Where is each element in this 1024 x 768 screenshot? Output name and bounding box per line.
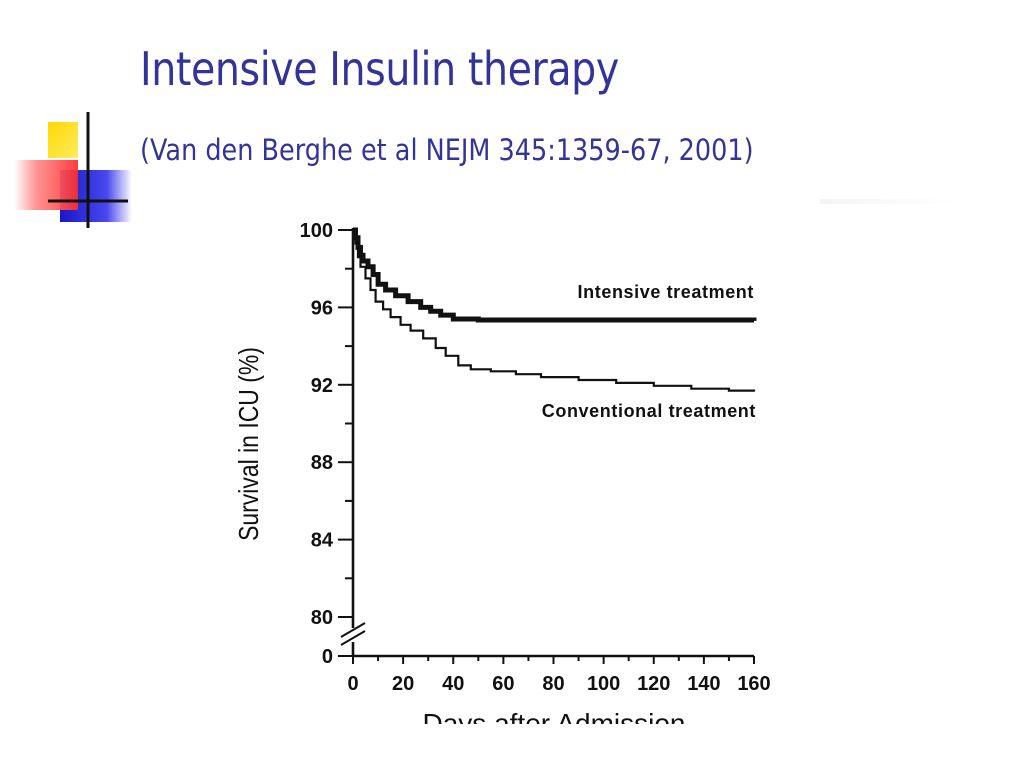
x-axis-title: Days after Admission bbox=[423, 708, 686, 739]
decorative-streak bbox=[820, 199, 960, 204]
x-tick-label: 120 bbox=[637, 673, 670, 695]
series-conventional-curve bbox=[353, 228, 756, 392]
axis-break-mark bbox=[340, 630, 366, 646]
y-axis-ticks: 100 96 92 88 84 80 0 bbox=[300, 220, 353, 668]
x-tick-label: 0 bbox=[347, 673, 358, 695]
axis-break-mark bbox=[340, 622, 366, 638]
series-label-intensive: Intensive treatment bbox=[578, 282, 754, 302]
series-label-conventional: Conventional treatment bbox=[542, 401, 756, 421]
x-tick-label: 60 bbox=[492, 673, 514, 695]
y-tick-label: 0 bbox=[322, 646, 333, 668]
x-tick-label: 80 bbox=[542, 673, 564, 695]
x-tick-label: 20 bbox=[392, 673, 414, 695]
slide-title: Intensive Insulin therapy bbox=[140, 42, 619, 96]
x-tick-label: 160 bbox=[737, 673, 770, 695]
y-tick-label: 84 bbox=[311, 530, 334, 552]
x-tick-label: 100 bbox=[587, 673, 620, 695]
series-intensive-curve bbox=[353, 227, 757, 323]
corner-decoration bbox=[14, 112, 132, 228]
y-tick-label: 96 bbox=[311, 297, 333, 319]
x-tick-label: 40 bbox=[442, 673, 464, 695]
y-tick-label: 80 bbox=[311, 607, 333, 629]
x-tick-label: 140 bbox=[687, 673, 720, 695]
x-axis-ticks: 0 20 40 60 80 100 120 140 160 bbox=[347, 656, 771, 695]
x-axis-title-clip: Days after Admission bbox=[423, 708, 686, 739]
y-tick-label: 92 bbox=[311, 375, 333, 397]
y-tick-label: 88 bbox=[311, 452, 333, 474]
series-layer bbox=[353, 227, 757, 392]
slide-subtitle: (Van den Berghe et al NEJM 345:1359-67, … bbox=[140, 133, 754, 167]
y-tick-label: 100 bbox=[300, 220, 333, 242]
y-axis-title: Survival in ICU (%) bbox=[234, 347, 265, 541]
